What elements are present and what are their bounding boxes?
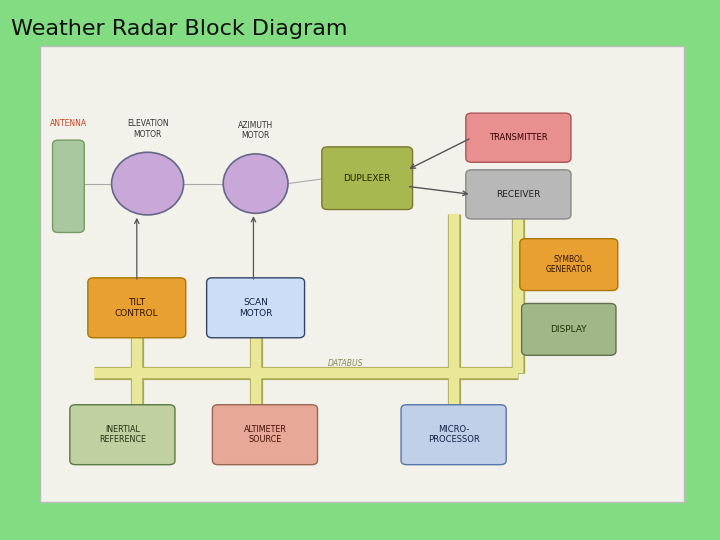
- Text: DISPLAY: DISPLAY: [551, 325, 587, 334]
- Text: ANTENNA: ANTENNA: [50, 119, 87, 128]
- Text: MICRO-
PROCESSOR: MICRO- PROCESSOR: [428, 425, 480, 444]
- Text: TILT
CONTROL: TILT CONTROL: [115, 298, 158, 318]
- Text: DATABUS: DATABUS: [328, 359, 364, 368]
- FancyBboxPatch shape: [466, 170, 571, 219]
- FancyBboxPatch shape: [88, 278, 186, 338]
- Text: DUPLEXER: DUPLEXER: [343, 174, 391, 183]
- Text: AZIMUTH
MOTOR: AZIMUTH MOTOR: [238, 121, 273, 140]
- Text: RECEIVER: RECEIVER: [496, 190, 541, 199]
- Text: Weather Radar Block Diagram: Weather Radar Block Diagram: [11, 19, 347, 39]
- FancyBboxPatch shape: [207, 278, 305, 338]
- FancyBboxPatch shape: [212, 405, 318, 464]
- FancyBboxPatch shape: [466, 113, 571, 162]
- FancyBboxPatch shape: [521, 303, 616, 355]
- FancyBboxPatch shape: [401, 405, 506, 464]
- Text: INERTIAL
REFERENCE: INERTIAL REFERENCE: [99, 425, 146, 444]
- Text: ELEVATION
MOTOR: ELEVATION MOTOR: [127, 119, 168, 139]
- Text: ALTIMETER
SOURCE: ALTIMETER SOURCE: [243, 425, 287, 444]
- Ellipse shape: [112, 152, 184, 215]
- FancyBboxPatch shape: [53, 140, 84, 232]
- Ellipse shape: [223, 154, 288, 213]
- FancyBboxPatch shape: [70, 405, 175, 464]
- FancyBboxPatch shape: [520, 239, 618, 291]
- Text: SCAN
MOTOR: SCAN MOTOR: [239, 298, 272, 318]
- FancyBboxPatch shape: [322, 147, 413, 210]
- Text: TRANSMITTER: TRANSMITTER: [489, 133, 548, 142]
- FancyBboxPatch shape: [40, 46, 684, 502]
- Text: SYMBOL
GENERATOR: SYMBOL GENERATOR: [546, 255, 592, 274]
